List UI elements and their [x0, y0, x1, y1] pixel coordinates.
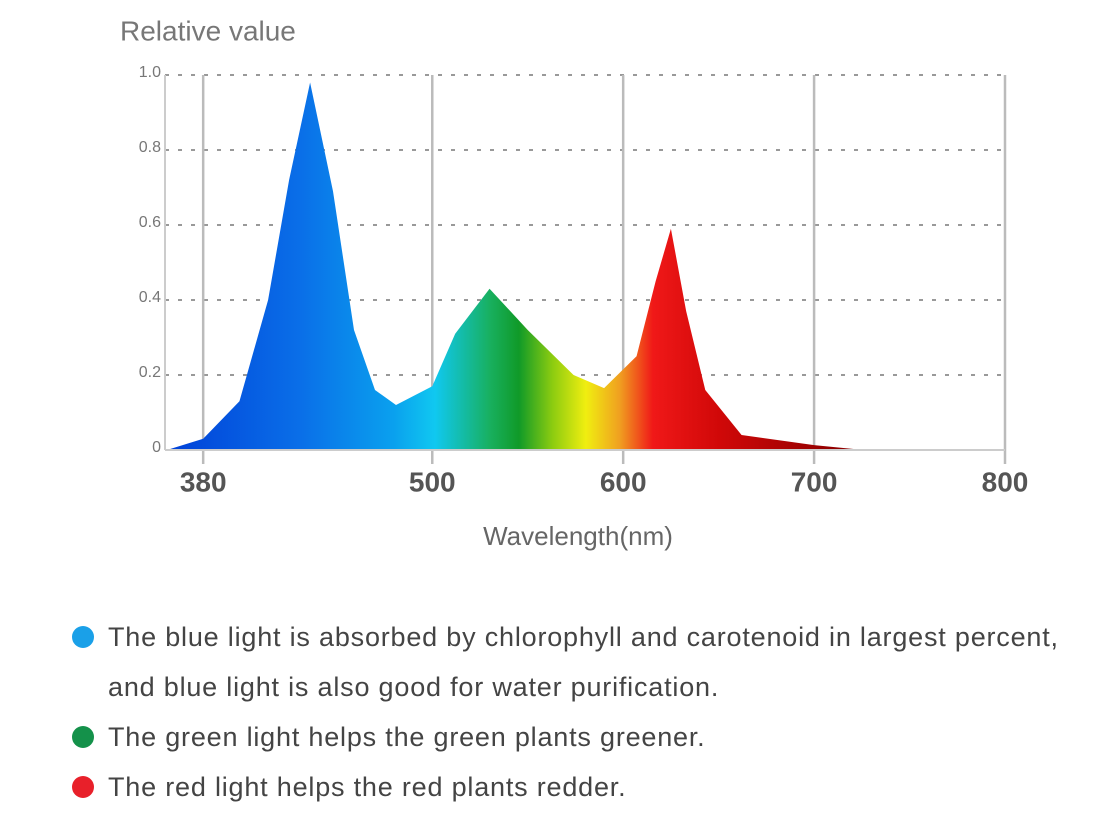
bullet: [72, 726, 94, 748]
note-text: The green light helps the green plants g…: [108, 722, 706, 752]
y-tick-label: 0.4: [139, 289, 161, 306]
note-text: The red light helps the red plants redde…: [108, 772, 627, 802]
bullet: [72, 626, 94, 648]
y-tick-label: 1.0: [139, 64, 161, 81]
x-tick-label: 500: [409, 466, 456, 497]
x-tick-label: 380: [180, 466, 227, 497]
note: The red light helps the red plants redde…: [70, 762, 1068, 812]
note: The green light helps the green plants g…: [70, 712, 1068, 762]
x-tick-label: 600: [600, 466, 647, 497]
note-text: The blue light is absorbed by chlorophyl…: [108, 622, 1059, 702]
spectrum-area: [166, 82, 1006, 450]
y-tick-label: 0.2: [139, 364, 161, 381]
note: The blue light is absorbed by chlorophyl…: [70, 612, 1068, 712]
bullet: [72, 776, 94, 798]
y-axis-label: Relative value: [120, 15, 296, 46]
y-tick-label: 0.8: [139, 139, 161, 156]
x-tick-label: 800: [982, 466, 1029, 497]
notes: The blue light is absorbed by chlorophyl…: [70, 612, 1110, 812]
x-tick-label: 700: [791, 466, 838, 497]
x-axis-label: Wavelength(nm): [483, 521, 673, 551]
y-tick-label: 0: [152, 439, 161, 456]
y-tick-label: 0.6: [139, 214, 161, 231]
chart: Relative value Wavelength(nm) 0 0.2 0.4 0.6…: [120, 15, 1029, 551]
